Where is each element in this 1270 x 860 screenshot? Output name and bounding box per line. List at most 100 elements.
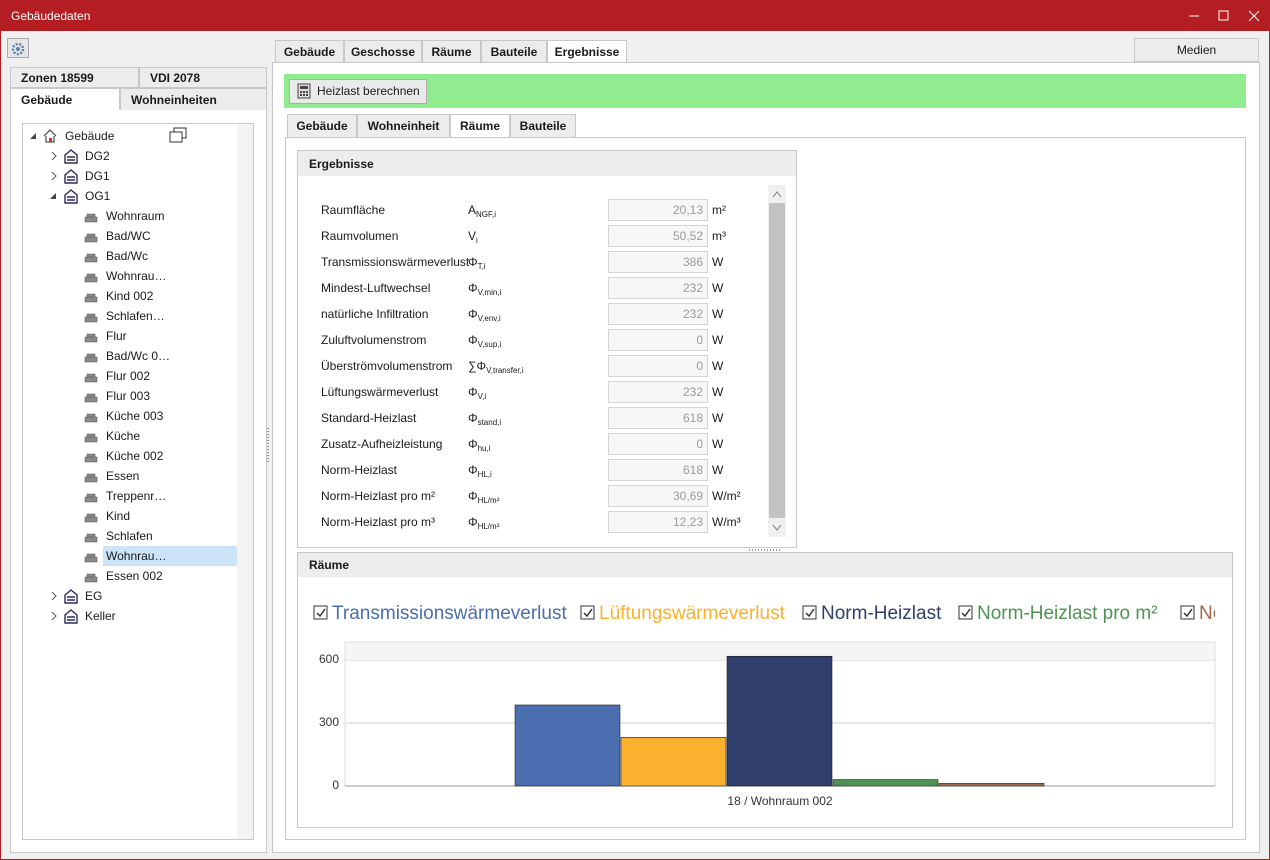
tree-node[interactable]: Küche 002	[106, 449, 164, 463]
y-tick-label: 300	[319, 715, 339, 729]
tree-node[interactable]: Essen 002	[106, 569, 163, 583]
row-value: 618	[608, 459, 708, 481]
expander[interactable]	[50, 192, 58, 200]
tree-node[interactable]: Wohnrau…	[103, 546, 237, 566]
settings-button[interactable]	[7, 38, 29, 58]
sub-tab[interactable]: Gebäude	[287, 114, 357, 138]
tree-node[interactable]: Bad/Wc 0…	[106, 349, 171, 363]
legend-label: Norm-Heizlast	[821, 603, 942, 624]
legend: Transmissionswärmeverlust Lüftungswärmeve…	[313, 603, 1215, 624]
expander[interactable]	[50, 592, 58, 600]
symbol-subscript: V,i	[477, 392, 487, 401]
symbol: Φ	[468, 463, 478, 477]
maximize[interactable]	[1218, 10, 1229, 21]
tree-node[interactable]: Bad/Wc	[106, 249, 149, 263]
expander[interactable]	[30, 132, 38, 140]
row-symbol: ANGF,i	[468, 203, 496, 219]
row-label: Mindest-Luftwechsel	[321, 281, 431, 295]
tree-node[interactable]: Kind 002	[106, 289, 154, 303]
legend-checkbox[interactable]	[1180, 605, 1195, 620]
tree-node[interactable]: Flur 003	[106, 389, 151, 403]
symbol-subscript: hu,i	[477, 444, 491, 453]
row-label: natürliche Infiltration	[321, 307, 429, 321]
symbol-subscript: i	[476, 236, 478, 245]
symbol-subscript: HL/m²	[477, 496, 500, 505]
tree-node[interactable]: Treppenr…	[106, 489, 167, 503]
tree-scrollbar[interactable]	[237, 124, 253, 839]
legend-checkbox[interactable]	[802, 605, 817, 620]
main-tab[interactable]: Gebäude	[275, 40, 344, 63]
main-tab[interactable]: Geschosse	[344, 40, 422, 63]
main-tab[interactable]: Räume	[422, 40, 481, 63]
floor-icon	[64, 189, 78, 204]
symbol-subscript: V,sup,i	[477, 340, 502, 349]
main-tab[interactable]: Ergebnisse	[547, 40, 627, 63]
tree-node[interactable]: Schlafen…	[106, 309, 165, 323]
room-icon	[84, 233, 98, 243]
tree-node[interactable]: Flur	[106, 329, 127, 343]
main-tab[interactable]: Bauteile	[481, 40, 547, 63]
row-value: 386	[608, 251, 708, 273]
room-icon	[84, 513, 98, 523]
room-icon	[84, 273, 98, 283]
row-unit: W/m²	[712, 489, 741, 503]
zone-tab[interactable]: VDI 2078	[139, 67, 267, 88]
tree-node[interactable]: Gebäude	[65, 129, 115, 143]
room-icon	[84, 413, 98, 423]
sidebar-tab[interactable]: Gebäude	[10, 88, 120, 111]
expander[interactable]	[50, 152, 58, 160]
window-controls[interactable]	[1180, 0, 1270, 31]
tree-node[interactable]: OG1	[85, 189, 111, 203]
tree-node[interactable]: Flur 002	[106, 369, 151, 383]
window-title: Gebäudedaten	[11, 9, 91, 23]
tree-node[interactable]: EG	[85, 589, 103, 603]
row-value: 0	[608, 355, 708, 377]
sub-tab[interactable]: Wohneinheit	[357, 114, 450, 138]
calculate-button[interactable]: Heizlast berechnen	[289, 79, 427, 104]
splitter[interactable]	[749, 548, 781, 552]
close[interactable]	[1248, 10, 1260, 22]
row-unit: m³	[712, 229, 726, 243]
row-unit: W	[712, 255, 724, 269]
legend-label: Transmissionswärmeverlust	[332, 603, 567, 624]
row-label: Lüftungswärmeverlust	[321, 385, 439, 399]
checkmark	[1183, 608, 1193, 618]
sidebar-tab[interactable]: Wohneinheiten	[120, 88, 267, 111]
tree-node[interactable]: DG1	[85, 169, 110, 183]
tree-node[interactable]: Küche 003	[106, 409, 164, 423]
expander[interactable]	[50, 612, 58, 620]
bar	[620, 737, 727, 787]
sub-tab[interactable]: Bauteile	[510, 114, 576, 138]
checkmark	[316, 608, 326, 618]
tree-node[interactable]: Schlafen	[106, 529, 153, 543]
tree-node[interactable]: Kind	[106, 509, 131, 523]
row-value: 0	[608, 433, 708, 455]
tree-node[interactable]: Wohnrau…	[106, 269, 167, 283]
stack-icon[interactable]	[169, 127, 187, 143]
media-button[interactable]: Medien	[1134, 38, 1259, 62]
legend-checkbox[interactable]	[958, 605, 973, 620]
bar	[938, 783, 1045, 787]
tree-node[interactable]: Keller	[85, 609, 116, 623]
symbol: Φ	[468, 385, 478, 399]
tree-node[interactable]: Wohnraum	[106, 209, 165, 223]
results-scrollbar[interactable]	[768, 185, 786, 537]
x-tick-label: 18 / Wohnraum 002	[727, 794, 833, 808]
tree-node[interactable]: DG2	[85, 149, 110, 163]
sub-tab[interactable]: Räume	[450, 114, 510, 138]
tree-node[interactable]: Bad/WC	[106, 229, 151, 243]
y-tick-label: 600	[319, 652, 339, 666]
expander[interactable]	[50, 172, 58, 180]
results-panel	[297, 150, 797, 548]
row-unit: W	[712, 385, 724, 399]
row-label: Überströmvolumenstrom	[321, 359, 453, 373]
tree-node[interactable]: Essen	[106, 469, 140, 483]
legend-checkbox[interactable]	[313, 605, 328, 620]
floor-icon	[64, 589, 78, 604]
tree-node[interactable]: Küche	[106, 429, 141, 443]
zone-tab[interactable]: Zonen 18599	[10, 67, 139, 88]
symbol: Φ	[468, 307, 478, 321]
legend-checkbox[interactable]	[580, 605, 595, 620]
row-label: Norm-Heizlast pro m³	[321, 515, 436, 529]
bar	[514, 704, 621, 787]
